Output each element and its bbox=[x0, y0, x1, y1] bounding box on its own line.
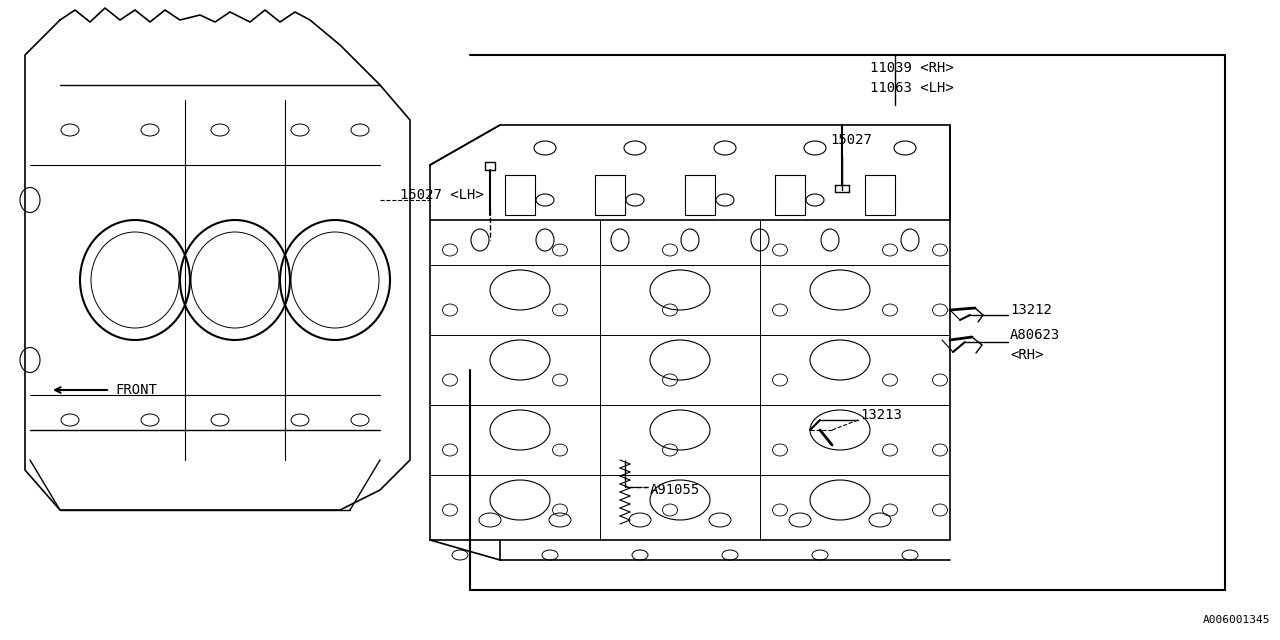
Text: A80623: A80623 bbox=[1010, 328, 1060, 342]
Text: 11063 <LH>: 11063 <LH> bbox=[870, 81, 954, 95]
Text: 15027: 15027 bbox=[829, 133, 872, 147]
Text: 15027 <LH>: 15027 <LH> bbox=[399, 188, 484, 202]
Text: 13213: 13213 bbox=[860, 408, 902, 422]
Text: <RH>: <RH> bbox=[1010, 348, 1043, 362]
Text: 11039 <RH>: 11039 <RH> bbox=[870, 61, 954, 75]
Text: A006001345: A006001345 bbox=[1202, 615, 1270, 625]
Text: FRONT: FRONT bbox=[115, 383, 157, 397]
Text: 13212: 13212 bbox=[1010, 303, 1052, 317]
Text: A91055: A91055 bbox=[650, 483, 700, 497]
